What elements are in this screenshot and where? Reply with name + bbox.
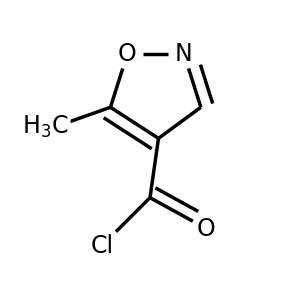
Text: O: O [118, 42, 137, 66]
Text: N: N [175, 42, 193, 66]
Text: Cl: Cl [90, 234, 113, 258]
Text: O: O [197, 217, 216, 241]
Text: H$_3$C: H$_3$C [22, 114, 69, 140]
